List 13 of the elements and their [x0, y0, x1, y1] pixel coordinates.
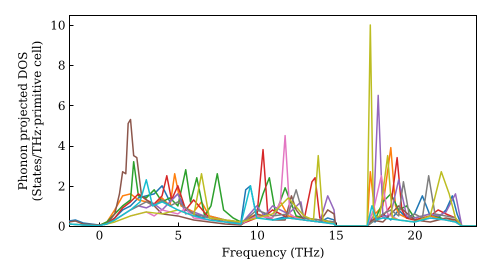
y-tick-label: 8: [58, 58, 66, 73]
x-tick-label: 10: [250, 228, 265, 242]
y-tick-label: 10: [50, 18, 66, 33]
y-tick-label: 2: [58, 179, 66, 194]
x-tick-label: 5: [174, 228, 182, 242]
y-tick-label: 0: [58, 220, 66, 234]
x-axis-title: Frequency (THz): [222, 246, 324, 260]
y-axis-title: Phonon projected DOS (States/THz·primitive cell): [16, 40, 44, 202]
x-tick-label: 20: [407, 228, 423, 242]
y-tick-label: 4: [58, 139, 66, 154]
x-tick-label: 0: [96, 228, 104, 242]
x-tick-label: 15: [328, 228, 344, 242]
y-tick-label: 6: [58, 98, 66, 113]
